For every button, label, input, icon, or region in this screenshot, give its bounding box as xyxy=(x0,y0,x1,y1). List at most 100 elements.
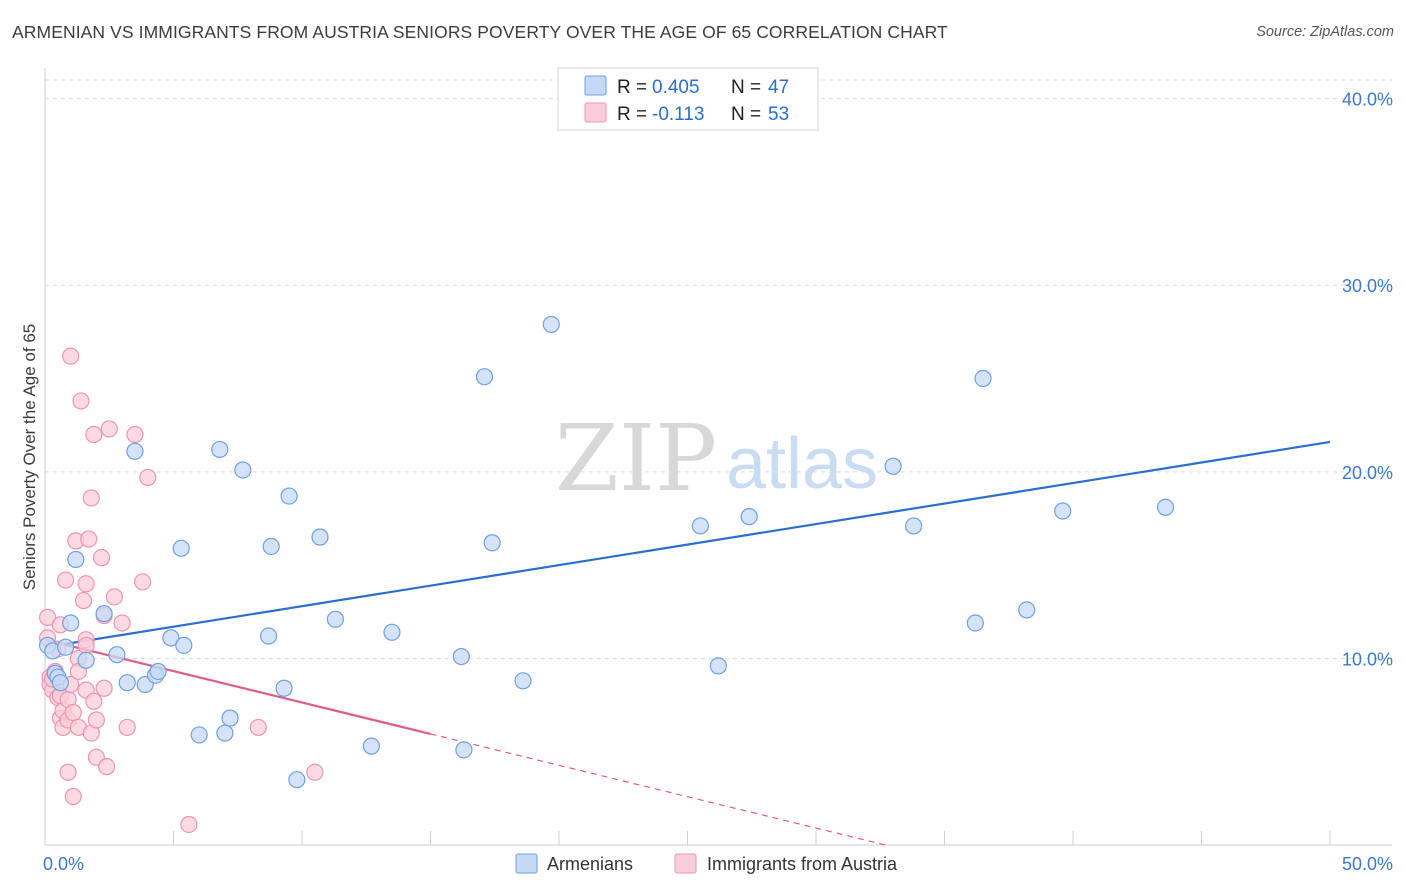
armenians-point xyxy=(974,369,992,388)
austria-point xyxy=(95,679,113,697)
armenians-point xyxy=(126,442,144,460)
armenians-point xyxy=(1018,601,1036,619)
austria-point xyxy=(59,763,77,781)
armenians-point xyxy=(1156,498,1175,516)
austria-point xyxy=(72,392,90,410)
gridlines xyxy=(45,79,1392,659)
austria-point xyxy=(82,489,100,507)
armenians-point xyxy=(56,638,75,656)
austria-n-label: N = xyxy=(731,104,761,125)
armenians-point xyxy=(311,528,329,546)
armenians-point xyxy=(542,315,560,334)
chart-title: ARMENIAN VS IMMIGRANTS FROM AUSTRIA SENI… xyxy=(12,22,948,42)
austria-point xyxy=(87,711,106,729)
austria-point xyxy=(92,549,111,567)
armenians-r-value: 0.405 xyxy=(652,77,700,98)
y-tick-label: 10.0% xyxy=(1342,649,1393,669)
austria-r-value: -0.113 xyxy=(652,104,704,125)
austria-point xyxy=(100,420,118,438)
axes xyxy=(44,68,1392,846)
armenians-n-label: N = xyxy=(731,77,761,98)
x-tick-label: 50.0% xyxy=(1342,854,1393,874)
armenians-point xyxy=(475,368,494,386)
austria-point xyxy=(38,608,57,626)
austria-point xyxy=(85,692,103,710)
armenians-point xyxy=(234,461,252,479)
austria-point xyxy=(98,758,116,776)
austria-point xyxy=(74,591,93,610)
austria-point xyxy=(80,530,98,548)
armenians-point xyxy=(118,674,136,692)
legend-austria-swatch xyxy=(674,853,697,874)
armenians-point xyxy=(172,539,190,557)
armenians-point xyxy=(383,623,401,641)
armenians-point xyxy=(275,679,293,697)
armenians-swatch xyxy=(584,75,607,96)
y-tick-label: 40.0% xyxy=(1342,90,1393,110)
armenians-point xyxy=(966,614,984,632)
armenians-point xyxy=(691,517,709,535)
austria-point xyxy=(56,571,75,589)
armenians-point xyxy=(51,674,70,692)
legend-armenians-swatch xyxy=(515,853,538,874)
y-tick-label: 30.0% xyxy=(1342,276,1393,296)
legend-austria-label: Immigrants from Austria xyxy=(707,854,898,874)
armenians-point xyxy=(280,487,298,505)
austria-point xyxy=(77,575,95,593)
armenians-point xyxy=(67,550,85,569)
armenians-point xyxy=(288,771,306,789)
armenians-point xyxy=(362,737,380,755)
armenians-point xyxy=(884,457,902,475)
austria-point xyxy=(134,573,152,591)
armenians-point xyxy=(452,647,470,666)
armenians-point xyxy=(740,508,758,526)
armenians-point xyxy=(326,610,345,628)
source-credit: Source: ZipAtlas.com xyxy=(1256,24,1394,40)
armenians-point xyxy=(1054,502,1072,520)
y-tick-label: 20.0% xyxy=(1342,463,1393,483)
austria-point xyxy=(62,347,80,365)
austria-n-value: 53 xyxy=(768,104,789,125)
armenians-point xyxy=(483,534,501,552)
armenians-point xyxy=(262,537,280,556)
watermark-atlas: atlas xyxy=(726,424,878,504)
watermark-zip: ZIP xyxy=(555,405,717,512)
armenians-point xyxy=(211,440,229,459)
armenians-point xyxy=(709,657,727,675)
armenians-point xyxy=(162,629,180,647)
armenians-point xyxy=(455,741,473,759)
armenians-point xyxy=(149,662,167,681)
armenians-n-value: 47 xyxy=(768,77,789,98)
austria-point xyxy=(105,588,123,606)
armenians-point xyxy=(62,614,80,632)
austria-swatch xyxy=(584,102,607,123)
armenians-point xyxy=(514,672,532,690)
austria-trend-line-extension xyxy=(430,733,886,846)
watermark: ZIP atlas xyxy=(555,405,878,512)
austria-point xyxy=(64,787,82,806)
austria-point xyxy=(126,425,144,444)
armenians-point xyxy=(108,646,126,664)
austria-point xyxy=(85,425,103,444)
legend-armenians-label: Armenians xyxy=(547,854,633,874)
austria-point xyxy=(64,703,82,722)
armenians-trend-line xyxy=(44,440,1331,649)
armenians-point xyxy=(95,605,113,623)
austria-point xyxy=(113,614,131,632)
armenians-point xyxy=(77,651,95,669)
armenians-point xyxy=(221,709,239,727)
tick-labels: 10.0% 20.0% 30.0% 40.0% 0.0% 50.0% xyxy=(43,90,1393,874)
series-legend: Armenians Immigrants from Austria xyxy=(515,853,898,874)
armenians-point xyxy=(905,517,923,535)
x-tick-label: 0.0% xyxy=(43,854,84,874)
y-axis-label: Seniors Poverty Over the Age of 65 xyxy=(20,324,39,590)
armenians-point xyxy=(216,724,234,742)
austria-point xyxy=(139,468,157,487)
austria-point xyxy=(77,636,95,654)
data-points xyxy=(38,315,1175,834)
armenians-point xyxy=(259,627,278,645)
armenians-point xyxy=(175,636,193,654)
austria-r-label: R = xyxy=(617,104,647,125)
austria-point xyxy=(118,718,136,737)
